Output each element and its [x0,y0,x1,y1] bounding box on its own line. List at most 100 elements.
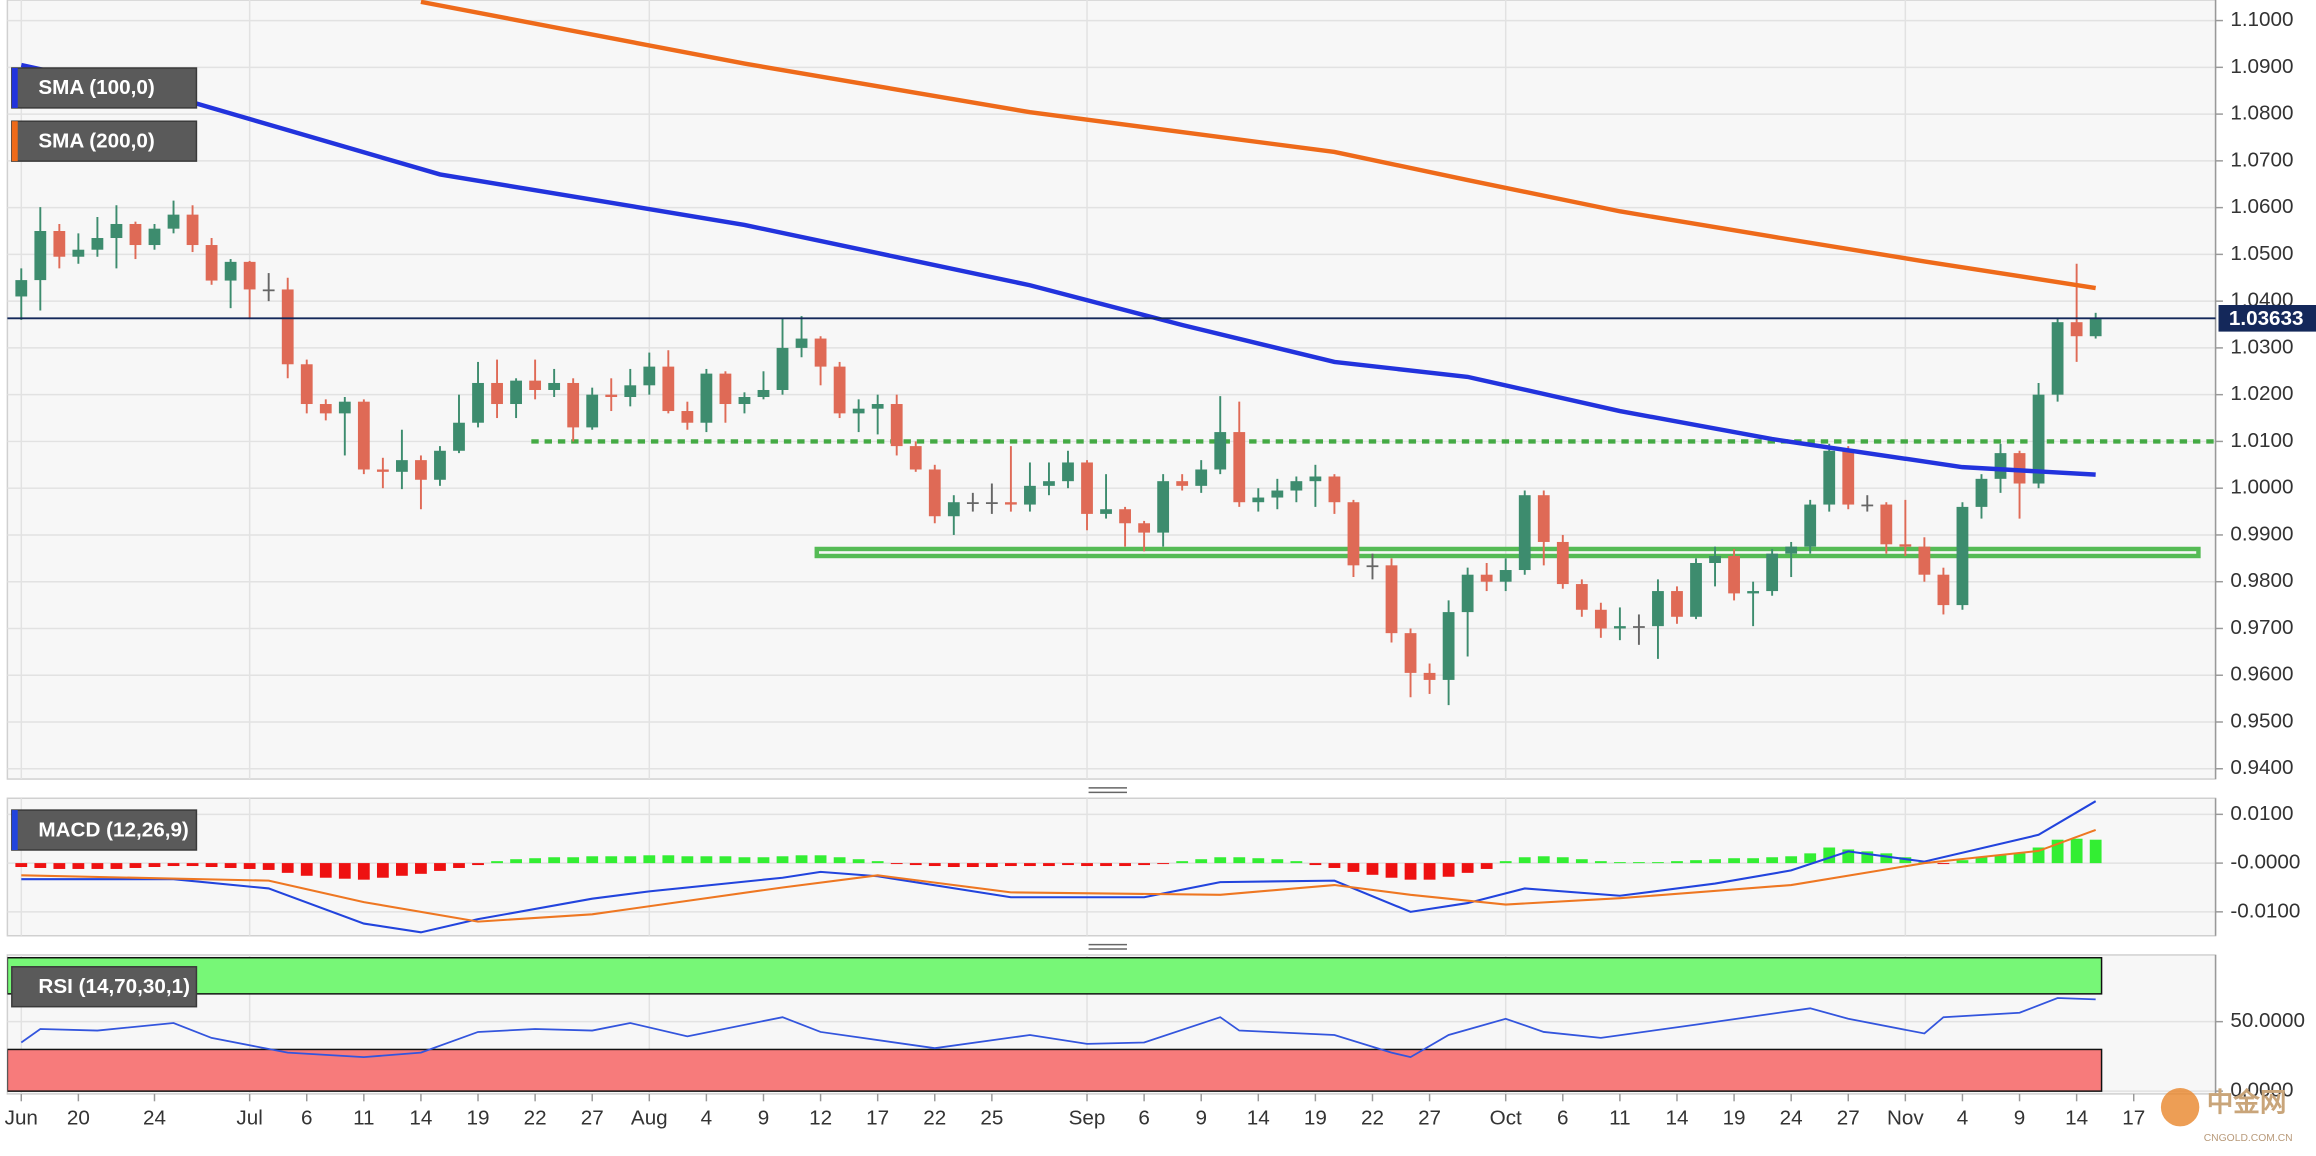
candle-body [1081,462,1093,514]
histogram-bar [966,863,979,867]
histogram-bar [2051,839,2064,864]
x-tick-label: 14 [409,1107,432,1130]
histogram-bar [1062,863,1074,866]
candle-body [928,469,941,517]
y-tick-label: 1.0500 [2230,242,2293,265]
histogram-bar [700,856,713,864]
histogram-bar [2013,853,2026,864]
histogram-bar [110,863,123,869]
histogram-bar [567,857,580,864]
candle-body [1499,570,1512,582]
histogram-bar [1081,863,1093,867]
legend-label: SMA (100,0) [38,76,154,99]
candle-body [833,366,846,414]
legend-swatch [11,810,18,850]
histogram-bar [1157,863,1170,865]
legend-box [11,67,198,109]
histogram-bar [1328,863,1341,868]
x-tick-label: 17 [2122,1107,2145,1130]
histogram-bar [776,856,789,864]
candle-body [129,223,142,246]
histogram-bar [2032,847,2045,864]
histogram-bar [1613,862,1626,864]
histogram-bar [91,863,104,869]
histogram-bar [1290,861,1303,864]
histogram-bar [1195,859,1208,864]
histogram-bar [1880,853,1893,864]
candle-body [1899,544,1912,547]
candle-body [357,401,370,470]
y-tick-label: -0.0000 [2230,851,2300,874]
y-tick-label: 0.9400 [2230,756,2293,779]
histogram-bar [1556,857,1569,864]
candle-body [434,450,446,480]
histogram-bar [947,863,960,867]
indicator-line [21,828,2097,923]
candle-body [1766,553,1779,592]
y-tick-label: 1.0600 [2230,195,2293,218]
histogram-bar [1633,862,1645,864]
panel-background [6,0,2217,780]
histogram-bar [1899,857,1912,864]
panel-plot [7,954,2216,1094]
candle-body [1404,633,1417,673]
candle-body [890,404,903,447]
histogram-bar [415,863,427,874]
histogram-bar [1252,858,1265,864]
histogram-bar [719,856,732,864]
x-tick-label: 6 [1557,1107,1568,1130]
x-tick-label: Aug [631,1107,668,1130]
candle-body [376,469,389,472]
histogram-bar [1994,855,2007,864]
histogram-bar [814,855,827,864]
x-tick-label: Nov [1887,1107,1924,1130]
histogram-bar [909,863,922,866]
candle-body [1138,523,1151,533]
candle-body [1804,504,1817,547]
histogram-bar [1366,863,1379,875]
candle-body [1480,574,1493,582]
histogram-bar [281,863,294,873]
histogram-bar [148,863,161,867]
legend-swatch [11,68,18,108]
histogram-bar [1442,863,1455,877]
candle-body [1461,574,1474,613]
last-price-label: 1.03633 [2229,307,2304,330]
histogram-bar [491,861,503,864]
candle-body [776,347,789,390]
legend-box [11,809,198,851]
x-tick-label: 9 [2014,1107,2025,1130]
candle-body [1214,432,1227,470]
histogram-bar [586,856,599,864]
candle-body [947,502,960,517]
histogram-bar [357,863,370,880]
histogram-bar [605,856,618,864]
level-zone [814,546,2201,559]
candle-body [1233,432,1246,503]
x-tick-label: 25 [980,1107,1003,1130]
histogram-bar [643,855,656,864]
candle-body [1975,478,1988,507]
legend-label: SMA (200,0) [38,129,154,152]
candle-body [1176,481,1189,486]
x-tick-label: Jun [5,1107,38,1130]
candle-body [1423,672,1436,680]
histogram-bar [300,863,313,876]
histogram-bar [1823,847,1836,864]
candle-body [1290,481,1303,491]
x-tick-label: 27 [581,1107,604,1130]
watermark-name: 中金网 [2207,1087,2287,1117]
indicator-line [21,800,2097,934]
candle-body [453,422,465,451]
histogram-bar [129,863,142,868]
candle-body [91,238,104,250]
candle-body [1633,626,1645,628]
legend-box [11,966,198,1008]
candle-body [110,223,123,239]
y-tick-label: 1.0700 [2230,148,2293,171]
candle-body [1556,541,1569,585]
candle-body [700,373,713,423]
x-tick-label: 11 [1609,1107,1630,1130]
x-tick-label: 27 [1837,1107,1860,1130]
y-tick-label: 0.0000 [2230,1079,2293,1102]
